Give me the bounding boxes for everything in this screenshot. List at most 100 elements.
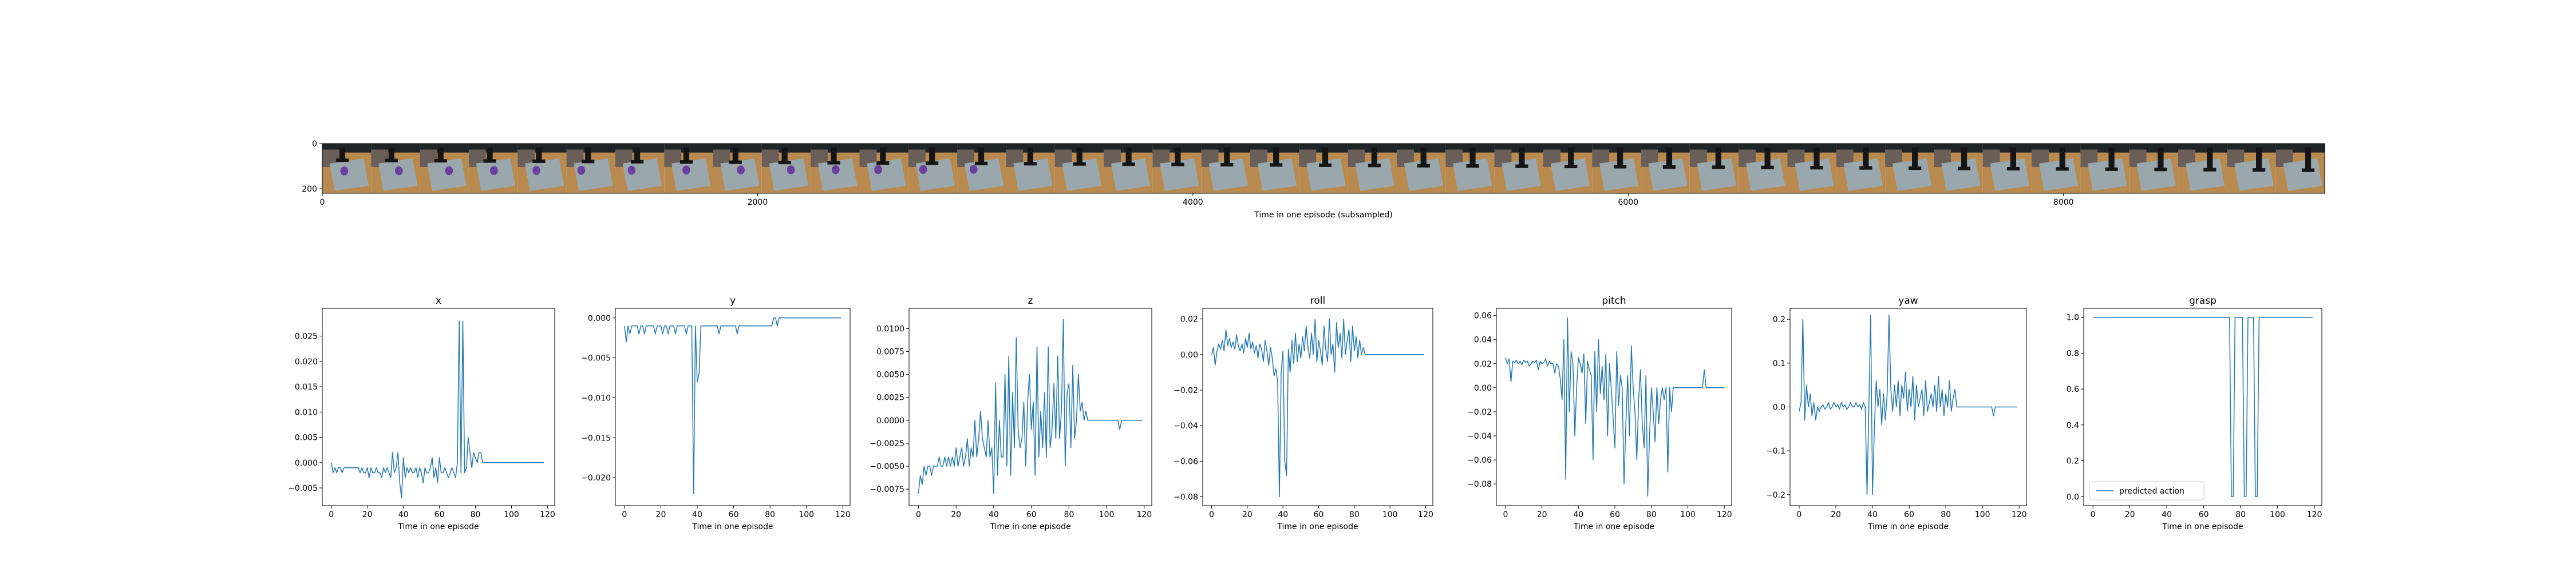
x-tick-label: 40 (692, 510, 702, 519)
x-tick-label: 40 (1278, 510, 1288, 519)
filmstrip-frame (2227, 144, 2276, 193)
x-tick-label: 120 (835, 510, 851, 519)
x-tick-label: 80 (1064, 510, 1074, 519)
x-tick-label: 120 (2307, 510, 2322, 519)
x-tick-label: 60 (1314, 510, 1324, 519)
filmstrip-frame (1787, 144, 1836, 193)
filmstrip-frame (664, 144, 713, 193)
series-line (624, 317, 841, 494)
action-panels: x0 20 40 60 80 100 120−0.0050.0000.0050.0100.0… (288, 295, 2322, 531)
filmstrip-frame (1152, 144, 1202, 193)
y-tick-label: 0.000 (295, 459, 318, 468)
legend: predicted action (2089, 481, 2204, 500)
series-line (1505, 317, 1725, 496)
x-axis-label: Time in one episode (397, 522, 479, 531)
y-tick-label: −0.04 (1174, 422, 1198, 431)
legend-box (2089, 481, 2204, 500)
filmstrip-frame (322, 144, 372, 193)
y-tick-label: 0.6 (2067, 385, 2079, 394)
filmstrip-frame (1836, 144, 1886, 193)
series-line (330, 320, 544, 499)
filmstrip-frame (2178, 144, 2227, 193)
y-tick-label: −0.2 (1766, 491, 1785, 500)
filmstrip-frame (566, 144, 615, 193)
panel-roll: roll 0 20 40 60 80 100 120 −0.08 −0.06 −0.04 −0.02 0… (1174, 295, 1433, 531)
filmstrip-frame (1299, 144, 1348, 193)
panel-title: z (1028, 295, 1033, 307)
x-tick-label: 60 (2199, 510, 2209, 519)
filmstrip-frame (957, 144, 1006, 193)
x-tick-label: 100 (1099, 510, 1115, 519)
x-tick-label: 60 (729, 510, 739, 519)
y-tick-label: −0.0050 (870, 462, 904, 471)
y-tick-label: 0.0000 (876, 416, 904, 426)
x-tick-label: 0 (329, 510, 334, 519)
filmstrip-frame (1641, 144, 1690, 193)
x-tick-label: 40 (398, 510, 409, 519)
x-tick-label: 60 (1610, 510, 1620, 519)
panel-x: x 0 20 40 60 80 100 120 −0.005 0.000 0.005 0.010 0.0… (288, 295, 555, 531)
y-tick-label: 0.0075 (876, 347, 904, 356)
x-axis-label: Time in one episode (692, 522, 773, 531)
x-tick-label: 120 (1418, 510, 1433, 519)
panel-title: x (436, 295, 441, 307)
panel-yaw: yaw 0 20 40 60 80 100 120 −0.2 −0.1 0.0 0.1 0.2 Time … (1766, 295, 2027, 531)
x-tick-label: 40 (989, 510, 999, 519)
y-tick-label: 0.015 (295, 383, 318, 392)
filmstrip-frame (1445, 144, 1495, 193)
y-tick-label: −0.08 (1467, 480, 1492, 489)
filmstrip-frames (322, 144, 2325, 193)
x-tick-label: 80 (765, 510, 775, 519)
y-tick-label: −0.0075 (870, 485, 904, 494)
y-tick-label: 0.1 (1773, 359, 1785, 368)
x-tick-label: 40 (2162, 510, 2172, 519)
y-tick-label: −0.010 (581, 394, 611, 403)
y-tick-label: −0.020 (581, 474, 611, 483)
y-tick-label: 0.0 (1773, 403, 1785, 412)
filmstrip-frame (1689, 144, 1739, 193)
y-tick-label: 0.025 (295, 332, 318, 341)
x-tick-label: 0 (622, 510, 627, 519)
x-axis-label: Time in one episode (989, 522, 1070, 531)
panel-title: roll (1310, 295, 1325, 307)
y-tick-label: 0.0025 (876, 394, 904, 403)
filmstrip-x-label: Time in one episode (subsampled) (1254, 210, 1392, 220)
filmstrip-frame (1348, 144, 1397, 193)
x-tick-label: 120 (1717, 510, 1732, 519)
plot-frame (322, 308, 555, 506)
x-tick-label: 40 (1867, 510, 1878, 519)
legend-label: predicted action (2119, 487, 2184, 496)
y-tick-label: −0.02 (1174, 386, 1198, 395)
x-tick-label: 8000 (2053, 198, 2074, 207)
x-tick-label: 20 (1537, 510, 1547, 519)
filmstrip-frame (2080, 144, 2129, 193)
y-tick-label: 0.8 (2067, 349, 2079, 358)
y-tick-label: 0.06 (1474, 312, 1492, 321)
x-tick-label: 20 (1831, 510, 1841, 519)
x-tick-label: 100 (2270, 510, 2285, 519)
panel-title: y (730, 295, 736, 307)
filmstrip-frame (713, 144, 762, 193)
x-tick-label: 100 (1680, 510, 1696, 519)
x-tick-label: 0 (916, 510, 921, 519)
y-tick-label: −0.06 (1174, 457, 1198, 466)
y-tick-label: −0.06 (1467, 456, 1492, 465)
plot-frame (615, 308, 851, 506)
y-tick-label: 0.005 (295, 434, 318, 443)
x-tick-label: 120 (1136, 510, 1152, 519)
filmstrip-frame (420, 144, 469, 193)
y-tick-label: −0.0025 (870, 439, 904, 448)
x-tick-label: 0 (2091, 510, 2096, 519)
x-tick-label: 80 (471, 510, 481, 519)
y-tick-label: 0 (312, 140, 317, 149)
x-tick-label: 0 (1797, 510, 1802, 519)
x-tick-label: 0 (1503, 510, 1508, 519)
panel-pitch: pitch 0 20 40 60 80 100 120 −0.08 −0.06 −0.04 −0.02… (1467, 295, 1732, 531)
filmstrip-frame (2129, 144, 2179, 193)
panel-title: yaw (1898, 295, 1918, 307)
x-tick-label: 80 (2235, 510, 2246, 519)
y-tick-label: 0.00 (1474, 384, 1492, 393)
x-tick-label: 60 (1904, 510, 1914, 519)
series-line (1799, 314, 2017, 495)
y-tick-label: 0.0100 (876, 324, 904, 333)
